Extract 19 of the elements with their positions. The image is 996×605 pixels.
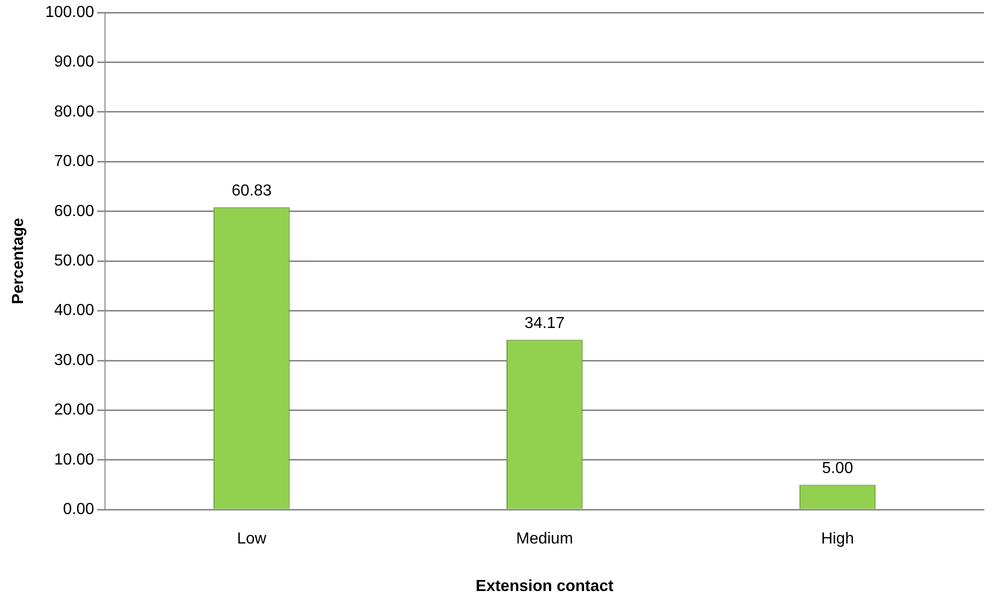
y-tick-label: 10.00 [54,451,94,468]
y-tick-label: 60.00 [54,202,94,220]
y-tick-label: 70.00 [54,153,94,170]
y-tick-label: 40.00 [54,302,94,320]
data-label: 34.17 [524,315,565,332]
y-tick-label: 50.00 [54,252,94,270]
y-tick-label: 80.00 [54,103,94,120]
y-tick-label: 90.00 [54,54,94,71]
y-tick-label: 20.00 [54,402,94,419]
x-tick-label: Medium [516,530,574,548]
data-label: 60.83 [232,182,272,200]
y-tick-label: 30.00 [54,352,94,369]
y-tick-label: 100.00 [45,4,94,22]
y-axis-title: Percentage [10,218,28,304]
x-axis-title: Extension contact [476,578,614,595]
x-tick-label: Low [236,530,267,548]
data-label: 5.00 [822,460,854,478]
y-tick-label: 0.00 [62,501,94,518]
x-tick-label: High [821,530,854,548]
